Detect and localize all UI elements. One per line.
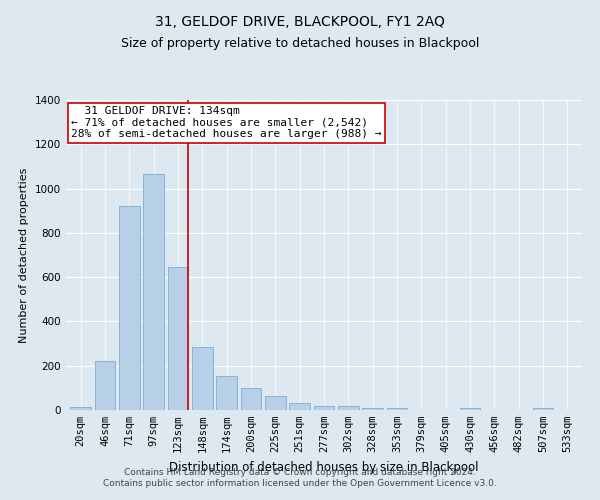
Bar <box>143 174 164 410</box>
Bar <box>460 408 481 410</box>
Text: Contains HM Land Registry data © Crown copyright and database right 2024.
Contai: Contains HM Land Registry data © Crown c… <box>103 468 497 487</box>
Bar <box>192 347 212 410</box>
Bar <box>216 376 237 410</box>
Bar <box>362 408 383 410</box>
Bar <box>533 408 553 410</box>
Bar <box>386 408 407 410</box>
Text: Size of property relative to detached houses in Blackpool: Size of property relative to detached ho… <box>121 38 479 51</box>
Bar <box>95 362 115 410</box>
X-axis label: Distribution of detached houses by size in Blackpool: Distribution of detached houses by size … <box>169 460 479 473</box>
Bar <box>70 406 91 410</box>
Bar <box>314 406 334 410</box>
Bar <box>338 406 359 410</box>
Bar <box>241 388 262 410</box>
Y-axis label: Number of detached properties: Number of detached properties <box>19 168 29 342</box>
Bar <box>167 267 188 410</box>
Bar <box>289 404 310 410</box>
Text: 31 GELDOF DRIVE: 134sqm  
← 71% of detached houses are smaller (2,542)
28% of se: 31 GELDOF DRIVE: 134sqm ← 71% of detache… <box>71 106 382 140</box>
Bar <box>119 206 140 410</box>
Text: 31, GELDOF DRIVE, BLACKPOOL, FY1 2AQ: 31, GELDOF DRIVE, BLACKPOOL, FY1 2AQ <box>155 15 445 29</box>
Bar <box>265 396 286 410</box>
